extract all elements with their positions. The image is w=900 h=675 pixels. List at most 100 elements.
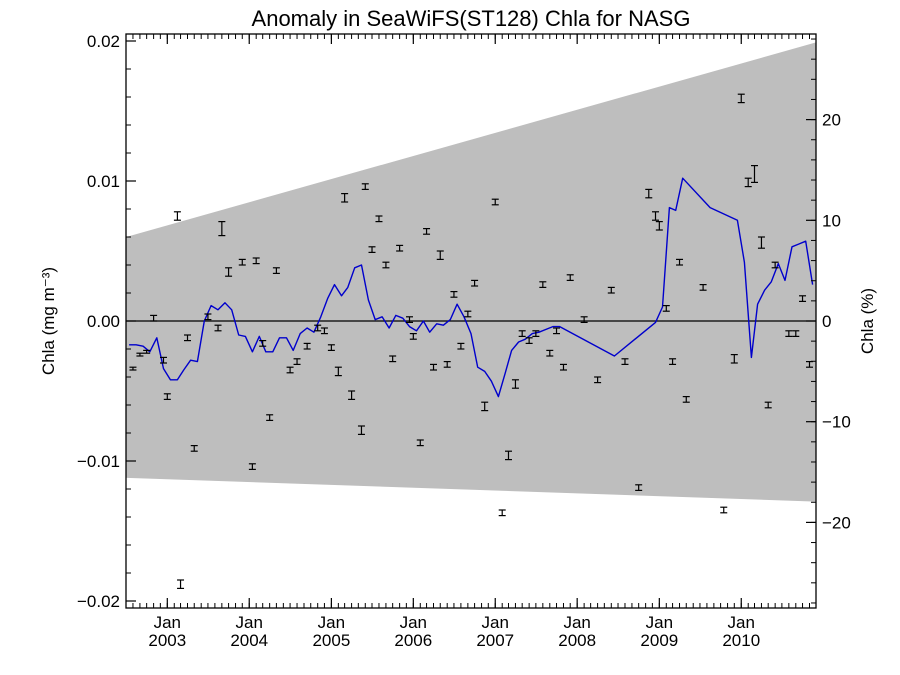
y-axis-right-label: Chla (%) [858, 288, 877, 354]
error-bar-point [669, 358, 677, 365]
error-bar-point [259, 340, 267, 347]
error-bar-point [218, 221, 226, 237]
uncertainty-band-layer [126, 42, 816, 502]
error-bar-point [327, 344, 335, 351]
error-bar-point [303, 342, 311, 350]
error-bar-point [443, 361, 451, 368]
error-bar-point [737, 93, 745, 104]
error-bar-point [375, 215, 383, 223]
error-bar-point [785, 330, 793, 337]
error-bar-point [764, 401, 772, 409]
error-bar-point [662, 305, 670, 312]
error-bar-point [471, 279, 479, 287]
error-bar-point [357, 425, 365, 435]
error-bar-point [730, 354, 738, 364]
error-bar-point [409, 333, 417, 340]
error-bar-point [184, 334, 192, 342]
anomaly-line-series [129, 177, 814, 398]
error-bar-point [720, 506, 728, 514]
error-bar-point [553, 327, 561, 335]
error-bar-point [361, 183, 369, 190]
error-bar-point [655, 221, 663, 231]
x-tick-label-month: Jan [728, 613, 755, 632]
error-bar-point [286, 366, 294, 374]
error-bar-point [423, 228, 431, 235]
y-right-tick-label: −10 [822, 413, 851, 432]
error-bar-point [204, 313, 212, 321]
x-tick-label-year: 2010 [722, 631, 760, 650]
error-bar-point [348, 390, 356, 400]
error-bar-point [214, 324, 222, 332]
error-bar-point [416, 439, 424, 447]
error-bar-point [225, 267, 233, 277]
error-bar-layer [129, 93, 813, 590]
error-bar-point [744, 177, 752, 188]
error-bar-point [457, 342, 465, 350]
error-bar-point [792, 330, 800, 337]
tick-label-layer: 0.020.010.00−0.01−0.0220100−10−20Jan2003… [77, 32, 851, 650]
error-bar-point [532, 330, 540, 337]
error-bar-point [436, 250, 444, 260]
y-left-tick-label: −0.02 [77, 592, 120, 611]
y-right-tick-label: 10 [822, 211, 841, 230]
error-bar-point [252, 257, 260, 265]
error-bar-point [382, 261, 390, 269]
tick-layer [126, 34, 816, 608]
error-bar-point [190, 445, 198, 452]
error-bar-point [539, 281, 547, 288]
error-bar-point [635, 484, 643, 491]
x-tick-label-year: 2003 [148, 631, 186, 650]
error-bar-point [757, 236, 765, 249]
error-bar-point [491, 198, 499, 206]
error-bar-point [771, 261, 779, 269]
error-bar-point [320, 327, 328, 335]
x-tick-label-month: Jan [563, 613, 590, 632]
x-tick-label-year: 2008 [558, 631, 596, 650]
error-bar-point [405, 316, 413, 323]
error-bar-point [594, 376, 602, 384]
x-tick-label-month: Jan [482, 613, 509, 632]
error-bar-point [621, 358, 629, 365]
y-left-tick-label: −0.01 [77, 452, 120, 471]
error-bar-point [272, 267, 280, 274]
error-bar-point [518, 330, 526, 337]
error-bar-point [143, 349, 151, 354]
x-tick-label-month: Jan [646, 613, 673, 632]
error-bar-point [450, 291, 458, 298]
error-bar-point [559, 363, 567, 371]
error-bar-point [396, 244, 404, 252]
error-bar-point [566, 274, 574, 281]
y-right-tick-label: 20 [822, 111, 841, 130]
error-bar-point [511, 379, 519, 389]
error-bar-point [293, 358, 301, 365]
error-bar-point [645, 188, 653, 199]
y-right-tick-label: 0 [822, 312, 831, 331]
x-tick-label-month: Jan [236, 613, 263, 632]
error-bar-point [464, 310, 472, 318]
error-bar-point [430, 363, 438, 371]
x-tick-label-year: 2004 [230, 631, 268, 650]
y-right-tick-label: −20 [822, 513, 851, 532]
error-bar-point [334, 366, 342, 377]
error-bar-point [546, 349, 554, 357]
x-tick-label-month: Jan [154, 613, 181, 632]
error-bar-point [248, 463, 256, 470]
error-bar-point [163, 393, 171, 400]
error-bar-point [481, 401, 489, 412]
error-bar-point [389, 355, 397, 363]
error-bar-point [173, 211, 181, 221]
error-bar-point [136, 352, 144, 357]
error-bar-point [682, 396, 690, 403]
error-bar-point [799, 295, 807, 302]
error-bar-point [504, 450, 512, 461]
x-tick-label-month: Jan [400, 613, 427, 632]
error-bar-point [266, 414, 274, 421]
anomaly-line-layer [129, 177, 814, 398]
error-bar-point [314, 324, 322, 332]
error-bar-point [607, 286, 615, 294]
error-bar-point [750, 165, 758, 183]
y-left-tick-label: 0.00 [87, 312, 120, 331]
x-tick-label-year: 2006 [394, 631, 432, 650]
chart-title: Anomaly in SeaWiFS(ST128) Chla for NASG [252, 6, 691, 31]
